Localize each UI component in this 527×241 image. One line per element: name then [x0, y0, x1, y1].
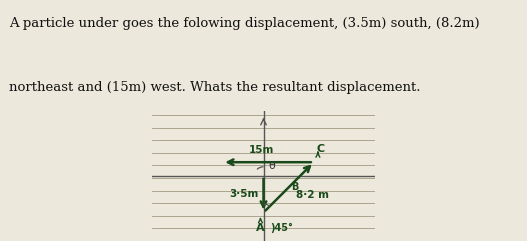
- Text: θ: θ: [269, 161, 275, 171]
- Text: A: A: [256, 223, 265, 233]
- Text: 15m: 15m: [249, 145, 275, 155]
- Text: B: B: [291, 182, 298, 192]
- Text: A particle under goes the folowing displacement, (3.5m) south, (8.2m): A particle under goes the folowing displ…: [9, 17, 480, 30]
- Text: C: C: [317, 144, 325, 154]
- Text: 3·5m: 3·5m: [229, 189, 258, 199]
- Text: )45°: )45°: [271, 223, 294, 233]
- Text: 8·2 m: 8·2 m: [296, 190, 329, 201]
- Text: northeast and (15m) west. Whats the resultant displacement.: northeast and (15m) west. Whats the resu…: [9, 81, 421, 94]
